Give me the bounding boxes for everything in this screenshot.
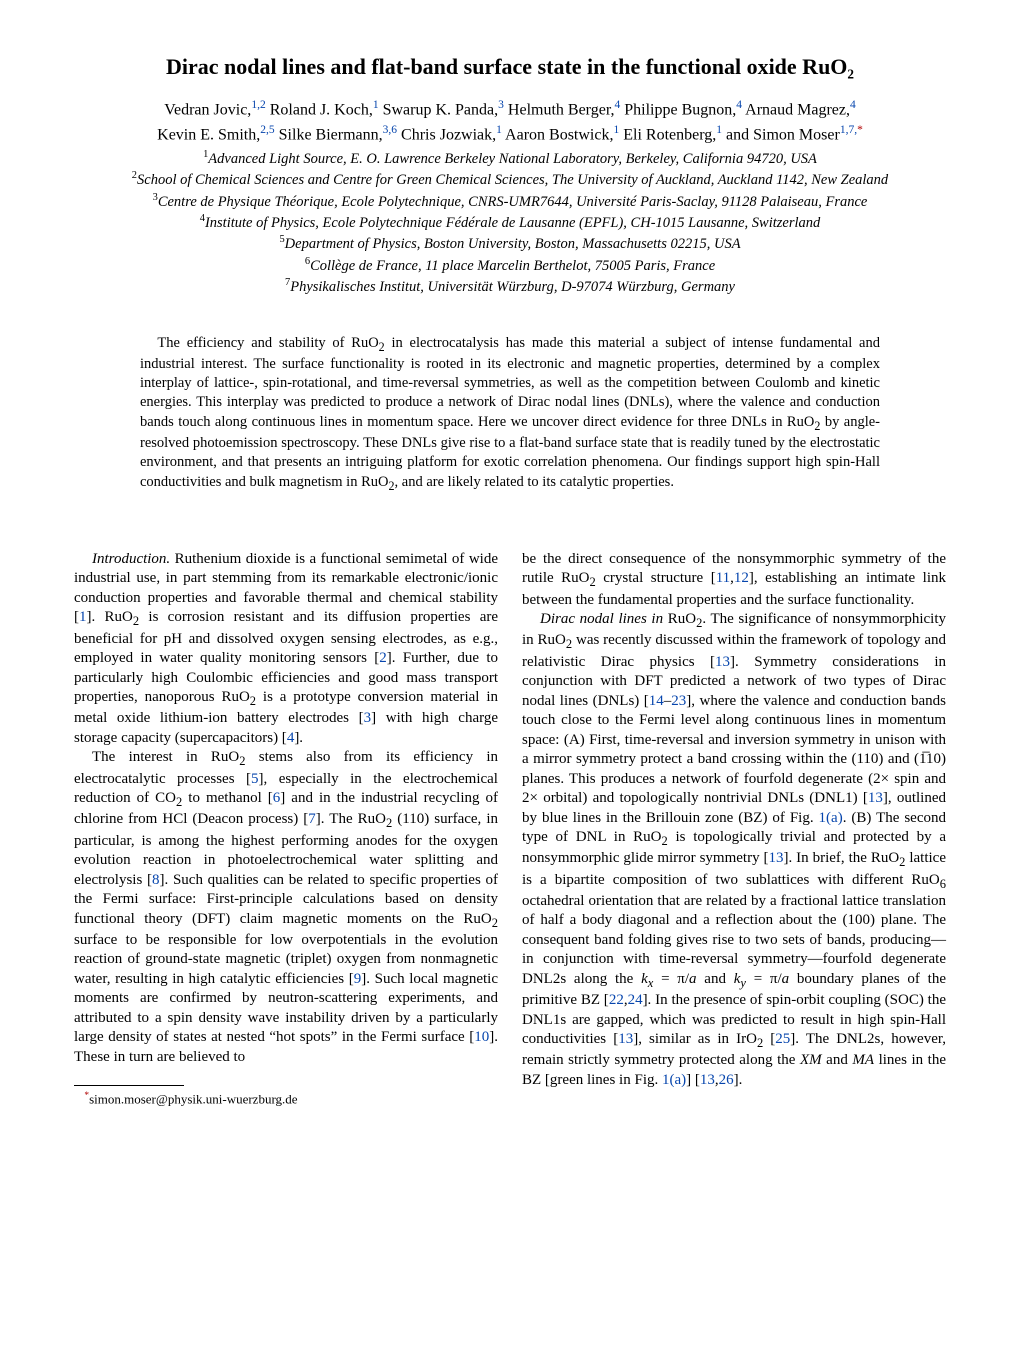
body-paragraph-4: Dirac nodal lines in RuO2. The significa… [522,610,946,1090]
author-line-1: Vedran Jovic,1,2 Roland J. Koch,1 Swarup… [74,98,946,121]
author-line-2: Kevin E. Smith,2,5 Silke Biermann,3,6 Ch… [74,123,946,146]
affiliation-4: 4Institute of Physics, Ecole Polytechniq… [74,212,946,233]
paper-title: Dirac nodal lines and flat-band surface … [74,54,946,80]
affiliation-7: 7Physikalisches Institut, Universität Wü… [74,276,946,297]
affiliation-3: 3Centre de Physique Théorique, Ecole Pol… [74,191,946,212]
footnote-block: *simon.moser@physik.uni-wuerzburg.de [74,1085,498,1108]
page: Dirac nodal lines and flat-band surface … [0,0,1020,1370]
footnote-rule [74,1085,184,1086]
body-paragraph-1: Introduction. Ruthenium dioxide is a fun… [74,550,498,749]
body-paragraph-2: The interest in RuO2 stems also from its… [74,748,498,1067]
affiliation-5: 5Department of Physics, Boston Universit… [74,233,946,254]
affiliation-6: 6Collège de France, 11 place Marcelin Be… [74,255,946,276]
body-columns: Introduction. Ruthenium dioxide is a fun… [74,550,946,1109]
affiliation-1: 1Advanced Light Source, E. O. Lawrence B… [74,148,946,169]
corresponding-footnote: *simon.moser@physik.uni-wuerzburg.de [74,1090,498,1108]
abstract-text: The efficiency and stability of RuO2 in … [140,334,880,494]
affiliations: 1Advanced Light Source, E. O. Lawrence B… [74,148,946,298]
affiliation-2: 2School of Chemical Sciences and Centre … [74,169,946,190]
abstract-block: The efficiency and stability of RuO2 in … [140,334,880,494]
body-paragraph-3: be the direct consequence of the nonsymm… [522,550,946,610]
